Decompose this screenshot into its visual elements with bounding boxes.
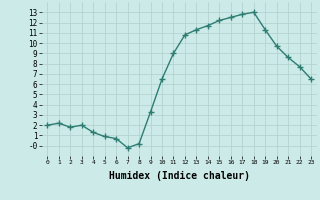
X-axis label: Humidex (Indice chaleur): Humidex (Indice chaleur) <box>109 171 250 181</box>
